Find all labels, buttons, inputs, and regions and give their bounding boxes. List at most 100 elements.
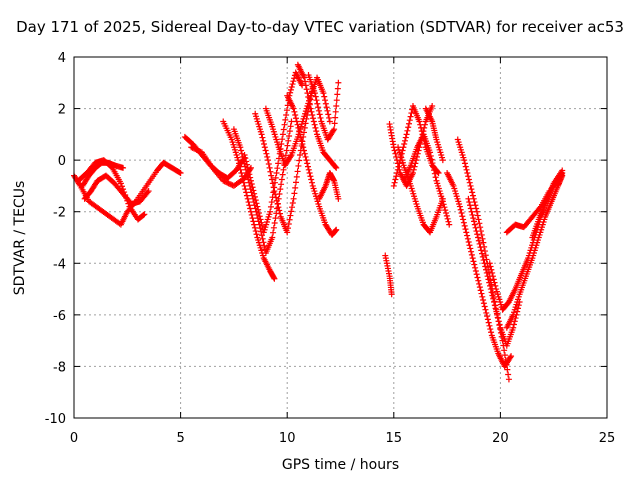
data-point xyxy=(484,273,491,280)
data-point xyxy=(429,160,436,167)
data-point xyxy=(495,318,502,325)
data-point xyxy=(479,253,486,260)
data-point xyxy=(220,177,227,184)
data-point xyxy=(395,163,402,170)
data-point xyxy=(273,197,280,204)
data-point xyxy=(294,168,301,175)
data-point xyxy=(303,157,310,164)
data-point xyxy=(494,311,501,318)
data-point xyxy=(439,198,446,205)
data-point xyxy=(483,256,490,263)
data-point xyxy=(315,104,322,111)
data-point xyxy=(251,224,258,231)
data-point xyxy=(468,248,475,255)
data-point xyxy=(321,93,328,100)
data-point xyxy=(485,319,492,326)
data-point xyxy=(483,266,490,273)
data-point xyxy=(401,137,408,144)
data-point xyxy=(251,190,258,197)
data-point xyxy=(276,207,283,214)
data-point xyxy=(468,251,475,258)
data-point xyxy=(462,163,469,170)
y-tick-label: 4 xyxy=(58,51,66,66)
data-point xyxy=(273,194,280,201)
data-point xyxy=(263,150,270,157)
data-point xyxy=(296,151,303,158)
data-point xyxy=(402,134,409,141)
data-point xyxy=(250,218,257,225)
data-point xyxy=(416,118,423,125)
data-point xyxy=(332,108,339,115)
data-point xyxy=(464,235,471,242)
data-point xyxy=(496,321,503,328)
data-point xyxy=(288,208,295,215)
data-point xyxy=(243,161,250,168)
data-point xyxy=(295,162,302,169)
data-point xyxy=(311,90,318,97)
data-point xyxy=(272,174,279,181)
data-point xyxy=(306,97,313,104)
data-point xyxy=(278,141,285,148)
data-point xyxy=(287,89,294,96)
data-point xyxy=(287,123,294,130)
data-point xyxy=(257,216,264,223)
data-point xyxy=(492,305,499,312)
data-point xyxy=(487,263,494,270)
data-point xyxy=(307,173,314,180)
x-tick-label: 15 xyxy=(386,431,403,446)
data-point xyxy=(253,200,260,207)
data-point xyxy=(288,118,295,125)
data-point xyxy=(302,153,309,160)
data-point xyxy=(325,111,332,118)
x-tick-label: 10 xyxy=(279,431,296,446)
data-point xyxy=(292,115,299,122)
data-point xyxy=(441,204,448,211)
data-point xyxy=(284,229,291,236)
data-point xyxy=(405,124,412,131)
data-point xyxy=(118,183,125,190)
data-point xyxy=(502,356,509,363)
data-point xyxy=(176,169,183,176)
data-point xyxy=(315,107,322,114)
data-point xyxy=(479,250,486,257)
data-point xyxy=(320,90,327,97)
data-point xyxy=(261,242,268,249)
data-point xyxy=(471,218,478,225)
data-point xyxy=(476,280,483,287)
data-point xyxy=(117,180,124,187)
data-point xyxy=(280,166,287,173)
data-point xyxy=(394,166,401,173)
data-point xyxy=(440,201,447,208)
data-point xyxy=(286,132,293,139)
data-point xyxy=(332,163,339,170)
data-point xyxy=(490,295,497,302)
data-point xyxy=(310,115,317,122)
grid-lines xyxy=(74,57,607,418)
data-point xyxy=(247,208,254,215)
data-point xyxy=(235,160,242,167)
data-point xyxy=(274,200,281,207)
data-point xyxy=(189,144,196,151)
data-point xyxy=(292,179,299,186)
data-point xyxy=(258,131,265,138)
data-point xyxy=(492,282,499,289)
data-point xyxy=(464,232,471,239)
data-point xyxy=(469,192,476,199)
data-point xyxy=(460,219,467,226)
data-point xyxy=(287,212,294,219)
chart-title: Day 171 of 2025, Sidereal Day-to-day VTE… xyxy=(16,18,624,36)
data-point xyxy=(401,141,408,148)
data-point xyxy=(475,277,482,284)
data-point xyxy=(474,212,481,219)
data-point xyxy=(457,206,464,213)
data-point xyxy=(278,176,285,183)
data-point xyxy=(274,165,281,172)
data-point xyxy=(144,189,151,196)
data-point xyxy=(285,225,291,232)
data-point xyxy=(265,157,272,164)
y-tick-label: -2 xyxy=(53,206,66,221)
data-point xyxy=(271,219,278,226)
data-point xyxy=(458,210,465,217)
data-point xyxy=(409,170,416,177)
data-point xyxy=(308,108,315,115)
